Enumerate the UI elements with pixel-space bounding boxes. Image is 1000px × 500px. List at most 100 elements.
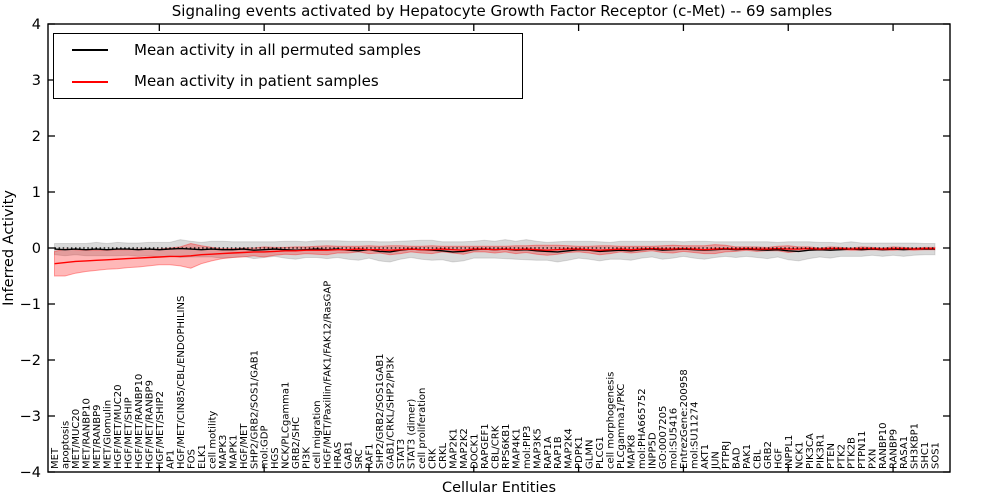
x-category-label: PTPN11: [857, 431, 868, 469]
y-tick-label: 4: [32, 17, 41, 33]
x-category-label: INPP5D: [648, 432, 659, 469]
x-category-label: PAK1: [742, 444, 753, 469]
x-axis-label: Cellular Entities: [442, 480, 556, 496]
x-category-label: SH3KBP1: [910, 423, 921, 469]
x-category-label: STAT3: [396, 439, 407, 469]
x-category-label: HGF: [773, 448, 784, 469]
x-category-label: RPS6KB1: [501, 424, 512, 469]
x-category-label: STAT3 (dimer): [406, 399, 417, 469]
x-category-label: SHP2/GRB2/SOS1GAB1: [375, 353, 386, 469]
x-category-label: CRKL: [438, 443, 449, 469]
x-category-label: MAP2K1: [448, 428, 459, 469]
y-tick-label: −1: [20, 297, 41, 313]
x-category-label: PTPRJ: [721, 441, 732, 469]
x-category-label: MAP4K1: [511, 428, 522, 469]
legend-label-patient: Mean activity in patient samples: [134, 72, 379, 91]
x-category-label: GAB1: [344, 441, 355, 469]
permuted-line-swatch: [72, 49, 108, 52]
x-category-label: HGF/MET/Paxillin/FAK1/FAK12/RasGAP: [323, 281, 334, 469]
y-tick-label: 2: [32, 129, 41, 145]
x-category-label: MAP2K2: [459, 428, 470, 469]
x-category-label: PTEN: [826, 443, 837, 469]
patient-mean-line: [54, 247, 935, 265]
x-category-label: HGF/MET/CIN85/CBL/ENDOPHILINS: [176, 296, 187, 469]
x-category-label: MAP2K4: [564, 428, 575, 469]
x-category-label: RAF1: [365, 444, 376, 470]
x-category-label: PLCG1: [595, 436, 606, 469]
x-category-label: INPPL1: [784, 435, 795, 469]
x-category-label: PLCgamma1/PKC: [616, 384, 627, 469]
y-tick-label: −4: [20, 465, 41, 481]
permuted-std-band: [54, 239, 936, 263]
x-category-label: mol:GDP: [260, 426, 271, 470]
x-category-label: MET/RANBP10: [82, 398, 93, 469]
x-category-label: MET: [50, 447, 61, 469]
y-axis-label: Inferred Activity: [1, 190, 17, 306]
legend-item-patient: Mean activity in patient samples: [72, 67, 522, 97]
x-category-label: HGS: [270, 447, 281, 469]
x-category-label: cell proliferation: [417, 388, 428, 469]
x-category-label: mol:SU5416: [669, 408, 680, 469]
x-category-label: mol:PHA665752: [637, 388, 648, 469]
legend: Mean activity in all permuted samples Me…: [53, 33, 523, 99]
x-category-label: NCK/PLCgamma1: [281, 382, 292, 469]
x-category-label: PIK3R1: [815, 434, 826, 469]
x-category-label: AKT1: [700, 444, 711, 469]
x-category-label: EntrezGene:200958: [679, 369, 690, 469]
x-category-label: HGF/MET: [239, 423, 250, 469]
x-category-label: HGF/MET/SHIP: [123, 397, 134, 469]
x-category-label: SRC: [354, 449, 365, 469]
x-category-label: MAPK8: [627, 435, 638, 469]
x-category-label: DOCK1: [469, 434, 480, 469]
x-category-label: NCK1: [794, 442, 805, 469]
x-category-label: AP1: [165, 450, 176, 469]
x-category-label: CRK: [427, 448, 438, 469]
legend-item-permuted: Mean activity in all permuted samples: [72, 35, 522, 65]
x-category-label: CBL: [752, 449, 763, 469]
x-category-label: CBL/CRK: [490, 425, 501, 469]
x-category-label: RANBP9: [889, 429, 900, 469]
x-category-label: PTK2: [836, 444, 847, 469]
x-category-label: GRB2: [763, 441, 774, 469]
y-tick-label: 0: [32, 241, 41, 257]
x-category-label: HGF/MET/RANBP10: [134, 374, 145, 469]
x-category-label: RAP1B: [553, 436, 564, 469]
x-category-label: GAB1/CRKL/SHP2/PI3K: [386, 356, 397, 469]
x-category-label: cell morphogenesis: [606, 372, 617, 469]
x-category-label: HRAS: [333, 442, 344, 469]
y-tick-label: 3: [32, 73, 41, 89]
x-category-label: HGF/MET/RANBP9: [144, 380, 155, 469]
x-category-label: SHP2/GRB2/SOS1/GAB1: [249, 350, 260, 469]
x-category-label: mol:PIP3: [522, 426, 533, 469]
x-category-label: JUN: [710, 451, 721, 470]
x-category-label: FOS: [186, 449, 197, 469]
x-category-label: HGF/MET/MUC20: [113, 385, 124, 469]
x-category-label: ELK1: [197, 444, 208, 469]
x-category-label: RAPGEF1: [480, 423, 491, 469]
x-category-label: BAD: [731, 447, 742, 469]
x-category-label: PI3K: [302, 447, 313, 469]
x-category-label: GRB2/SHC: [291, 417, 302, 469]
x-category-label: PDPK1: [574, 436, 585, 469]
y-tick-label: −3: [20, 409, 41, 425]
x-category-label: SHC1: [920, 442, 931, 469]
x-category-label: PTK2B: [847, 437, 858, 469]
x-category-label: MAPK1: [228, 435, 239, 469]
x-category-label: SOS1: [931, 442, 942, 469]
patient-line-swatch: [72, 80, 108, 83]
x-category-label: RASA1: [899, 436, 910, 469]
x-category-label: MET/MUC20: [71, 409, 82, 469]
y-tick-label: 1: [32, 185, 41, 201]
x-category-label: mol:SU11274: [690, 402, 701, 470]
x-category-label: GO:0007205: [658, 406, 669, 469]
y-tick-label: −2: [20, 353, 41, 369]
x-category-label: GLMN: [585, 440, 596, 469]
x-category-label: MET/RANBP9: [92, 404, 103, 469]
x-category-label: apoptosis: [61, 421, 72, 469]
x-category-label: RANBP10: [878, 423, 889, 469]
x-category-label: PIK3CA: [805, 433, 816, 469]
x-category-label: MAP3K5: [532, 428, 543, 469]
